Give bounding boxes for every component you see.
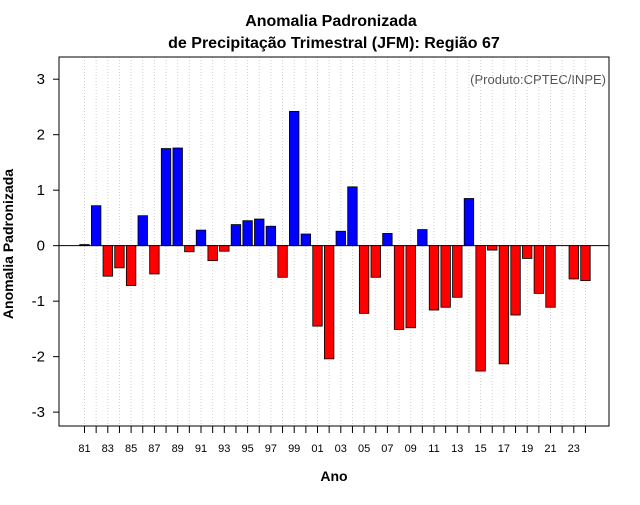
bar-2000 [300, 233, 312, 247]
x-tick-label: 23 [568, 443, 580, 455]
bar-2004 [347, 186, 358, 247]
bar-1994 [230, 224, 242, 247]
y-tick-label: 0 [37, 238, 45, 255]
bar-2021 [545, 245, 556, 308]
bar-2007 [382, 233, 393, 247]
bar-2024 [580, 245, 591, 282]
y-tick-label: -3 [32, 404, 45, 421]
x-tick-label: 83 [102, 443, 114, 455]
bar-2011 [428, 245, 440, 311]
bar-1993 [219, 245, 230, 252]
bar-2013 [452, 245, 463, 298]
x-tick-label: 85 [125, 443, 137, 455]
bar-1987 [149, 245, 160, 275]
x-tick-label: 15 [474, 443, 486, 455]
bar-2020 [533, 245, 544, 294]
bar-2017 [498, 245, 510, 365]
bar-1988 [160, 148, 172, 247]
x-tick-label: 91 [195, 443, 207, 455]
bar-1983 [102, 245, 113, 277]
bar-2009 [405, 245, 416, 329]
x-axis-title: Ano [320, 468, 347, 484]
bar-2016 [487, 245, 498, 251]
x-tick-label: 95 [241, 443, 253, 455]
x-tick-label: 97 [265, 443, 277, 455]
x-tick-label: 07 [381, 443, 393, 455]
bar-2008 [393, 245, 405, 330]
y-tick-label: -1 [32, 293, 45, 310]
x-tick-label: 11 [428, 443, 439, 455]
y-tick-label: -2 [32, 349, 45, 366]
bar-1989 [172, 147, 183, 247]
x-tick-label: 87 [148, 443, 160, 455]
bar-1981 [79, 244, 90, 247]
plot-frame [58, 56, 610, 427]
bar-2014 [463, 198, 475, 247]
bar-1997 [265, 225, 277, 247]
bar-2001 [312, 245, 323, 327]
chart-title: Anomalia Padronizada [245, 13, 417, 30]
y-tick-label: 2 [37, 127, 45, 144]
y-tick-label: 1 [37, 182, 45, 199]
x-tick-label: 93 [218, 443, 230, 455]
bar-1990 [184, 245, 195, 253]
x-tick-label: 19 [521, 443, 533, 455]
chart-subtitle: de Precipitação Trimestral (JFM): Região… [168, 35, 500, 52]
bar-2018 [510, 245, 521, 316]
x-tick-label: 99 [288, 443, 300, 455]
bar-1986 [137, 215, 148, 247]
bar-2015 [475, 245, 486, 372]
bar-2002 [323, 245, 335, 360]
bar-2006 [370, 245, 381, 278]
bar-1999 [289, 110, 300, 247]
bar-1996 [254, 218, 265, 247]
x-tick-label: 89 [172, 443, 184, 455]
x-tick-label: 81 [78, 443, 90, 455]
bar-1984 [114, 245, 125, 269]
bar-1992 [207, 245, 218, 262]
bar-1985 [125, 245, 137, 287]
bar-2019 [522, 245, 533, 259]
x-tick-label: 03 [335, 443, 347, 455]
bar-1991 [195, 229, 207, 247]
bar-1995 [242, 220, 253, 247]
x-tick-label: 05 [358, 443, 370, 455]
x-tick-label: 09 [405, 443, 417, 455]
y-tick-label: 3 [37, 71, 45, 88]
bar-1982 [91, 205, 102, 247]
bar-2012 [440, 245, 451, 308]
bar-2005 [358, 245, 370, 314]
y-axis-title: Anomalia Padronizada [0, 169, 16, 319]
bar-2023 [568, 245, 579, 280]
bar-2003 [335, 230, 346, 247]
bar-2010 [417, 229, 428, 247]
bar-1998 [277, 245, 288, 278]
x-tick-label: 17 [498, 443, 510, 455]
x-tick-label: 13 [451, 443, 463, 455]
x-tick-label: 01 [311, 443, 323, 455]
x-tick-label: 21 [544, 443, 556, 455]
